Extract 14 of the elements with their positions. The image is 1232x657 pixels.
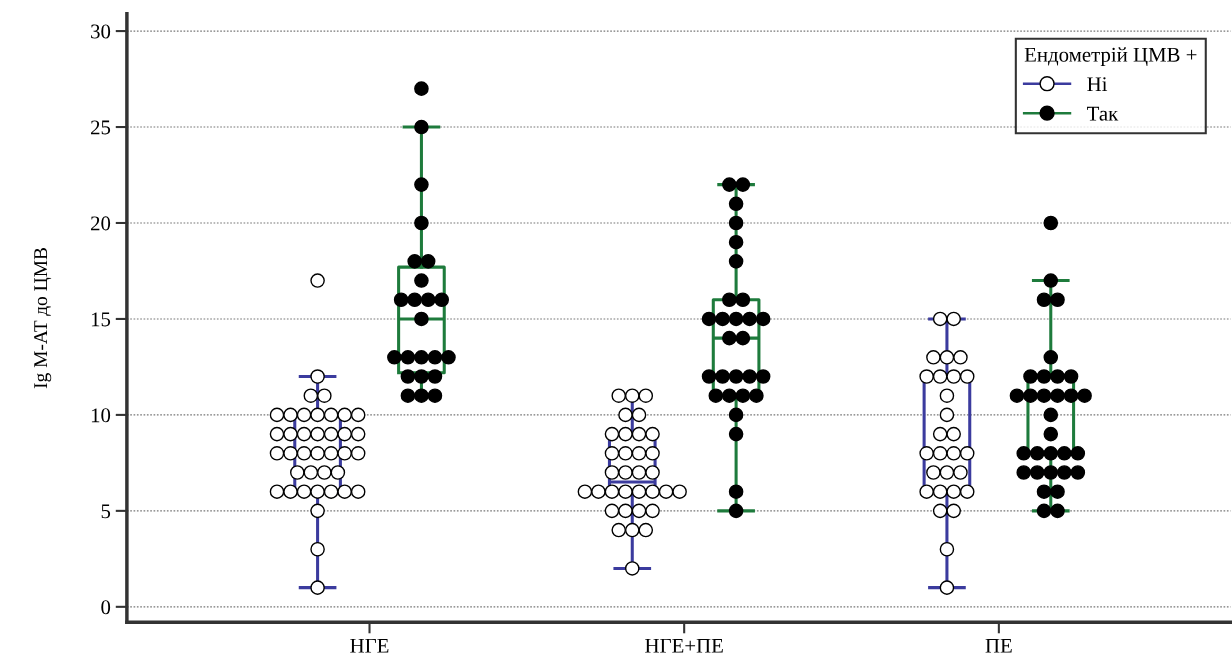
legend-label: Так: [1087, 106, 1119, 121]
y-tick-label: 0: [101, 600, 111, 615]
y-tick-label: 10: [91, 408, 111, 423]
y-tick-label: 15: [91, 312, 111, 327]
y-tick-label: 20: [91, 216, 111, 231]
y-tick-label: 30: [91, 24, 111, 39]
legend-title: Ендометрій ЦМВ +: [1024, 47, 1197, 67]
x-tick-label: НГЕ+ПЕ: [645, 638, 723, 653]
x-tick-label: НГЕ: [350, 638, 389, 653]
y-axis-title: Ig M-AT до ЦМВ: [34, 248, 52, 389]
y-tick-label: 25: [91, 120, 111, 135]
x-tick-label: ПЕ: [985, 638, 1012, 653]
legend-label: Ні: [1087, 77, 1108, 92]
y-tick-label: 5: [101, 504, 111, 519]
